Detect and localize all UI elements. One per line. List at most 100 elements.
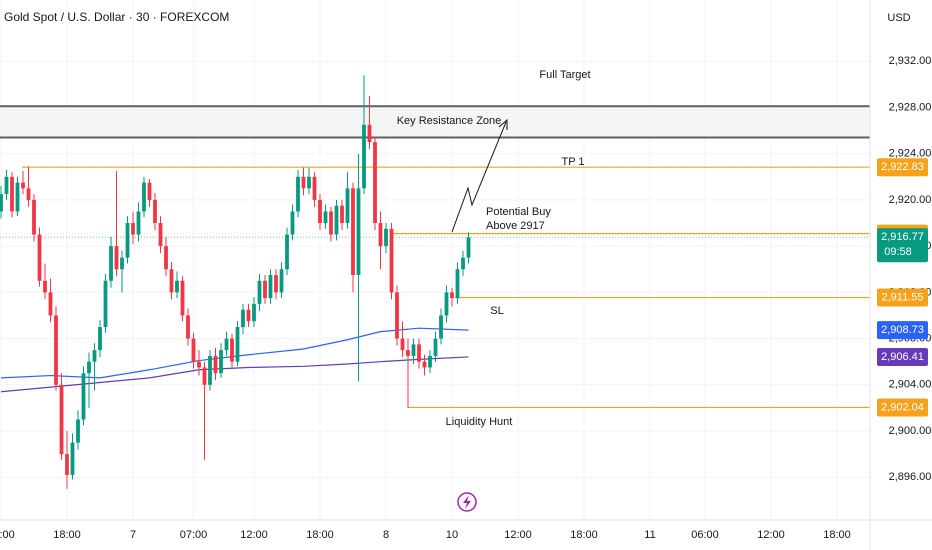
candle-body (10, 176, 14, 212)
candle-body (65, 454, 69, 475)
candle-body (54, 315, 58, 385)
candle-body (241, 309, 245, 328)
candle-body (428, 355, 432, 368)
level-badge (877, 158, 928, 177)
candle-body (98, 327, 102, 351)
x-tick-label: 8 (383, 529, 389, 541)
candle-body (87, 361, 91, 374)
x-tick-label: 18:00 (306, 529, 334, 541)
y-tick-label: 2,924.00 (889, 148, 932, 160)
candle-body (153, 199, 157, 224)
x-tick-label: 06:00 (691, 529, 719, 541)
x-tick-label: 18:00 (53, 529, 81, 541)
y-tick-label: 2,896.00 (889, 471, 932, 483)
candle-body (279, 269, 284, 293)
y-tick-label: 2,928.00 (889, 101, 932, 113)
y-tick-label: 2,920.00 (889, 194, 932, 206)
annotation: Potential Buy (486, 206, 551, 218)
x-tick-label: 12:00 (757, 529, 785, 541)
candle-body (15, 182, 20, 212)
candle-body (76, 419, 80, 443)
candle-body (461, 257, 465, 270)
candle-body (59, 384, 64, 455)
candle-body (455, 269, 460, 299)
annotation: TP 1 (561, 156, 584, 168)
candle-body (323, 211, 328, 224)
candle-body (384, 228, 388, 247)
candle-body (312, 176, 317, 200)
level-badge-label: 2,922.83 (881, 161, 924, 173)
candle-body (362, 124, 366, 189)
candle-body (378, 223, 383, 247)
candle-body (296, 176, 300, 212)
candle-body (422, 361, 427, 368)
x-tick-label: 10 (446, 529, 458, 541)
candle-body (32, 199, 36, 235)
countdown: 09:58 (884, 246, 912, 258)
currency[interactable]: USD (887, 12, 910, 24)
candle-body (158, 223, 163, 247)
ma-badge-label: 2,908.73 (881, 324, 924, 336)
candle-body (274, 275, 278, 293)
candle-body (329, 211, 333, 235)
alert-icon[interactable] (457, 492, 477, 512)
candle-body (466, 237, 471, 258)
candle-body (367, 124, 372, 143)
candle-body (125, 223, 130, 258)
candle-body (208, 355, 212, 385)
candle-body (103, 280, 108, 328)
candle-body (37, 234, 42, 281)
candle-body (235, 327, 240, 362)
candle-body (345, 188, 350, 224)
candle-body (186, 315, 190, 339)
level-badge-label: 2,902.04 (881, 401, 924, 413)
candle-body (92, 350, 97, 362)
x-tick-label: 18:00 (823, 529, 851, 541)
candle-body (268, 275, 273, 299)
candle-body (290, 211, 295, 235)
candle-body (180, 280, 185, 316)
candle-body (433, 338, 438, 356)
x-tick-label: 18:00 (570, 529, 598, 541)
plot-area: Key Resistance Zone Full Target TP 1 Potent… (0, 69, 870, 489)
candle-body (164, 246, 168, 270)
annotation: Full Target (539, 69, 590, 81)
current-price-label: 2,916.77 (881, 231, 924, 243)
candle-body (340, 205, 344, 224)
candle-body (439, 315, 443, 339)
candle-body (43, 280, 47, 293)
candle-body (307, 176, 311, 189)
candle-body (109, 246, 113, 281)
annotation: Above 2917 (486, 220, 545, 232)
y-tick-label: 2,932.00 (889, 55, 932, 67)
candle-body (400, 338, 405, 351)
annotation: SL (490, 305, 503, 317)
candle-body (257, 280, 262, 304)
level-badge (877, 288, 928, 307)
candle-body (197, 361, 201, 368)
candle-body (389, 228, 394, 293)
x-tick-label: 00:00 (0, 529, 15, 541)
candle-body (202, 367, 207, 385)
x-tick-label: 11 (644, 529, 655, 541)
candle-body (81, 373, 86, 420)
y-tick-label: 2,900.00 (889, 425, 932, 437)
candle-body (230, 338, 234, 362)
zone-label: Key Resistance Zone (397, 115, 502, 127)
ma-badge (877, 321, 928, 340)
candle-body (191, 338, 196, 362)
current-price-badge (877, 228, 928, 263)
candle-body (285, 234, 289, 270)
candle-body (4, 176, 9, 195)
candle-body (147, 182, 152, 200)
candle-body (356, 188, 361, 276)
x-tick-label: 12:00 (504, 529, 532, 541)
ma-badge-label: 2,906.41 (881, 351, 924, 363)
candle-body (224, 338, 229, 351)
candle-body (219, 350, 223, 374)
x-tick-label: 12:00 (240, 529, 268, 541)
candle-body (131, 223, 135, 235)
candle-body (48, 292, 53, 316)
candle-body (246, 309, 251, 322)
